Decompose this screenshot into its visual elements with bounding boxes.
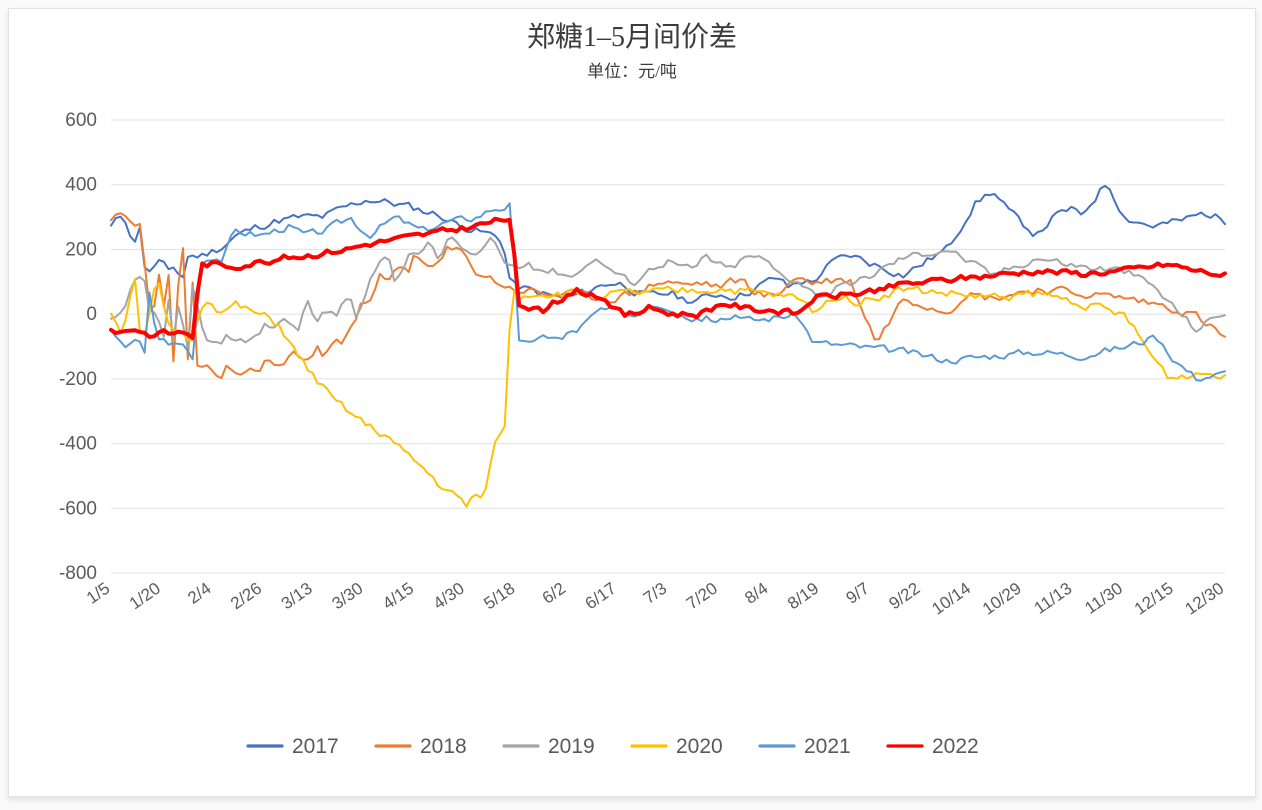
svg-text:8/19: 8/19	[784, 579, 822, 614]
svg-text:2021: 2021	[804, 735, 851, 758]
svg-text:7/20: 7/20	[683, 579, 721, 614]
svg-text:2020: 2020	[676, 735, 723, 758]
svg-text:600: 600	[65, 110, 97, 131]
svg-text:4/30: 4/30	[430, 579, 468, 614]
svg-text:400: 400	[65, 175, 97, 196]
svg-text:200: 200	[65, 239, 97, 260]
svg-text:-800: -800	[59, 563, 97, 584]
svg-text:1/20: 1/20	[126, 579, 164, 614]
svg-text:-600: -600	[59, 498, 97, 519]
svg-text:2/4: 2/4	[184, 579, 214, 608]
svg-text:7/3: 7/3	[640, 579, 670, 608]
svg-text:3/13: 3/13	[278, 579, 316, 614]
svg-text:-400: -400	[59, 434, 97, 455]
svg-text:4/15: 4/15	[379, 579, 417, 614]
svg-text:2019: 2019	[548, 735, 595, 758]
svg-text:2/26: 2/26	[227, 579, 265, 614]
svg-text:12/30: 12/30	[1182, 579, 1228, 619]
svg-text:3/30: 3/30	[328, 579, 366, 614]
svg-text:11/13: 11/13	[1031, 579, 1076, 618]
svg-text:2018: 2018	[420, 735, 467, 758]
svg-text:10/29: 10/29	[979, 579, 1025, 619]
svg-text:2022: 2022	[932, 735, 979, 758]
svg-text:-200: -200	[59, 369, 97, 390]
svg-text:6/17: 6/17	[582, 579, 620, 614]
svg-text:11/30: 11/30	[1081, 579, 1126, 618]
svg-text:2017: 2017	[292, 735, 339, 758]
svg-text:9/7: 9/7	[843, 579, 873, 608]
svg-text:8/4: 8/4	[741, 579, 771, 608]
svg-text:5/18: 5/18	[480, 579, 518, 614]
svg-text:12/15: 12/15	[1131, 579, 1177, 619]
svg-text:6/2: 6/2	[539, 579, 569, 608]
svg-text:10/14: 10/14	[928, 579, 974, 619]
svg-text:9/22: 9/22	[885, 579, 923, 614]
svg-text:0: 0	[86, 304, 97, 325]
